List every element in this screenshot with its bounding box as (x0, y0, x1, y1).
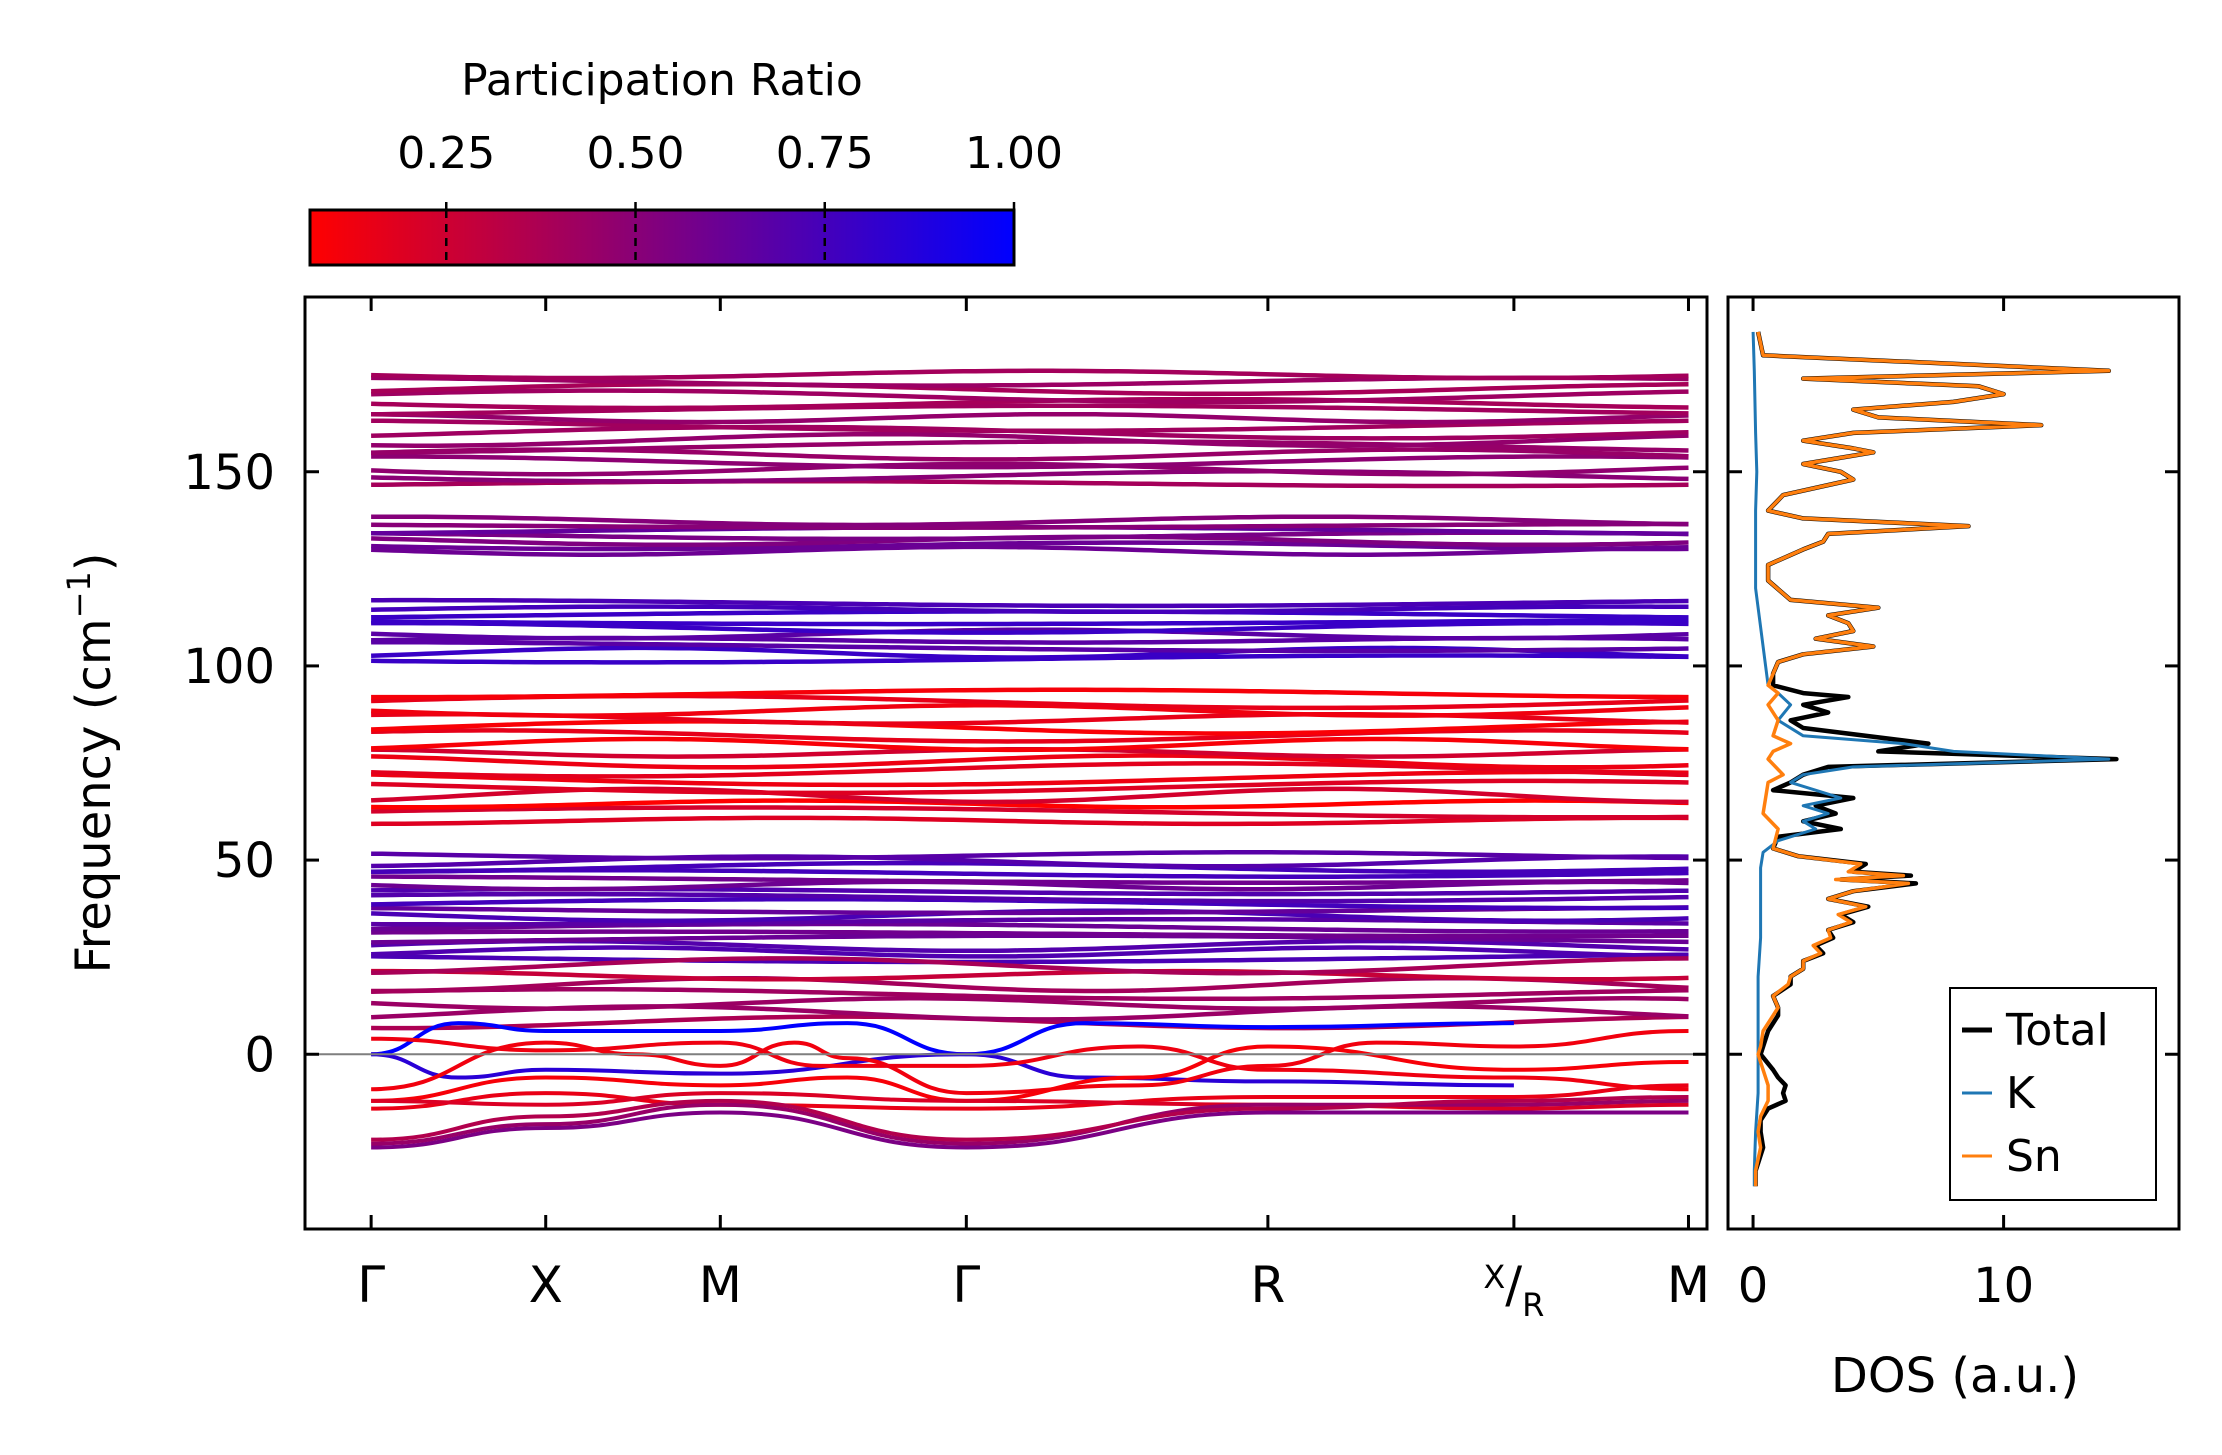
k-point-label: Γ (952, 1256, 980, 1314)
phonon-band (371, 952, 1689, 965)
phonon-band (371, 597, 1689, 609)
phonon-band (371, 815, 1689, 827)
y-tick-label: 100 (183, 639, 275, 695)
dos-x-axis-label: DOS (a.u.) (1831, 1348, 2079, 1404)
main-axes-frame (303, 295, 1709, 1231)
legend: Total K Sn (1949, 987, 2157, 1201)
phonon-band-soft-5 (371, 1036, 1689, 1092)
phonon-band-soft-3 (371, 1083, 1689, 1111)
k-point-label: X (529, 1256, 563, 1314)
band-structure-panel: 0 50 100 150 Γ X M Γ R X/R M Frequency (cm−1) (60, 295, 1710, 1324)
colorbar-title: Participation Ratio (461, 55, 863, 106)
k-point-label: R (1251, 1256, 1286, 1314)
phonon-band (371, 639, 1689, 654)
phonon-band (371, 874, 1689, 885)
legend-label: K (2006, 1068, 2036, 1119)
colorbar: Participation Ratio 0.25 0.50 0.75 1.00 (308, 55, 1063, 267)
phonon-band-acoustic-low (371, 1052, 1514, 1088)
phonon-band (371, 769, 1689, 788)
k-point-label: Γ (357, 1256, 385, 1314)
phonon-band (371, 439, 1689, 455)
phonon-band-lowest-3 (371, 1094, 1689, 1142)
phonon-band (371, 728, 1689, 744)
y-axis-label: Frequency (cm−1) (60, 552, 122, 973)
phonon-band (371, 719, 1689, 736)
phonon-band-lowest-2 (371, 1098, 1689, 1146)
phonon-band (371, 431, 1689, 448)
phonon-band-soft-1 (371, 1028, 1689, 1096)
phonon-band (371, 514, 1689, 528)
phonon-band (371, 454, 1689, 470)
phonon-band (371, 521, 1689, 530)
phonon-band (371, 381, 1689, 397)
legend-label: Sn (2006, 1131, 2062, 1182)
phonon-band (371, 627, 1689, 641)
colorbar-tick-label: 0.50 (587, 128, 685, 179)
phonon-band (371, 411, 1689, 425)
phonon-band (371, 945, 1689, 959)
phonon-band (371, 805, 1689, 820)
k-point-label: X/R (1483, 1256, 1544, 1324)
dos-axes-frame (1726, 295, 2181, 1231)
phonon-band (371, 891, 1689, 904)
dos-series-k (1751, 331, 2111, 1187)
phonon-band (371, 617, 1689, 627)
phonon-band (371, 687, 1689, 700)
colorbar-tick-label: 0.75 (776, 128, 874, 179)
phonon-band (371, 461, 1689, 477)
phonon-band (371, 929, 1689, 939)
phonon-band (371, 753, 1689, 770)
k-point-label: M (1667, 1256, 1710, 1314)
y-tick-label: 50 (214, 833, 275, 889)
phonon-band (371, 620, 1689, 635)
phonon-band (371, 987, 1689, 1002)
phonon-band (371, 703, 1689, 718)
phonon-band-lowest-1 (371, 1110, 1689, 1150)
colorbar-tick-label: 1.00 (965, 128, 1063, 179)
dos-series-sn (1753, 331, 2111, 1187)
dos-x-tick-label: 0 (1738, 1258, 1769, 1314)
phonon-band (370, 996, 1689, 1011)
phonon-band (371, 368, 1689, 381)
colorbar-tick-label: 0.25 (397, 128, 495, 179)
phonon-band (371, 388, 1689, 405)
colorbar-gradient (308, 208, 1016, 267)
phonon-band (371, 968, 1689, 982)
phonon-band (371, 798, 1689, 810)
phonon-band (371, 761, 1689, 779)
dos-x-tick-label: 10 (1973, 1258, 2034, 1314)
phonon-band (371, 854, 1689, 869)
phonon-band (371, 544, 1689, 557)
phonon-band (371, 850, 1689, 861)
phonon-band-acoustic-blue (371, 1021, 1514, 1057)
phonon-band (371, 403, 1689, 417)
phonon-band (371, 736, 1689, 753)
y-tick-label: 0 (244, 1027, 275, 1083)
phonon-band (371, 418, 1689, 434)
k-point-label: M (699, 1256, 742, 1314)
phonon-band-soft-4 (371, 1091, 1689, 1111)
phonon-band (371, 778, 1689, 796)
y-tick-label: 150 (183, 445, 275, 501)
phonon-band (371, 956, 1689, 976)
dos-panel: 0 10 DOS (a.u.) Total K Sn (1726, 295, 2181, 1404)
phonon-band (371, 540, 1689, 552)
phonon-band (371, 604, 1689, 615)
legend-label: Total (2005, 1005, 2109, 1056)
